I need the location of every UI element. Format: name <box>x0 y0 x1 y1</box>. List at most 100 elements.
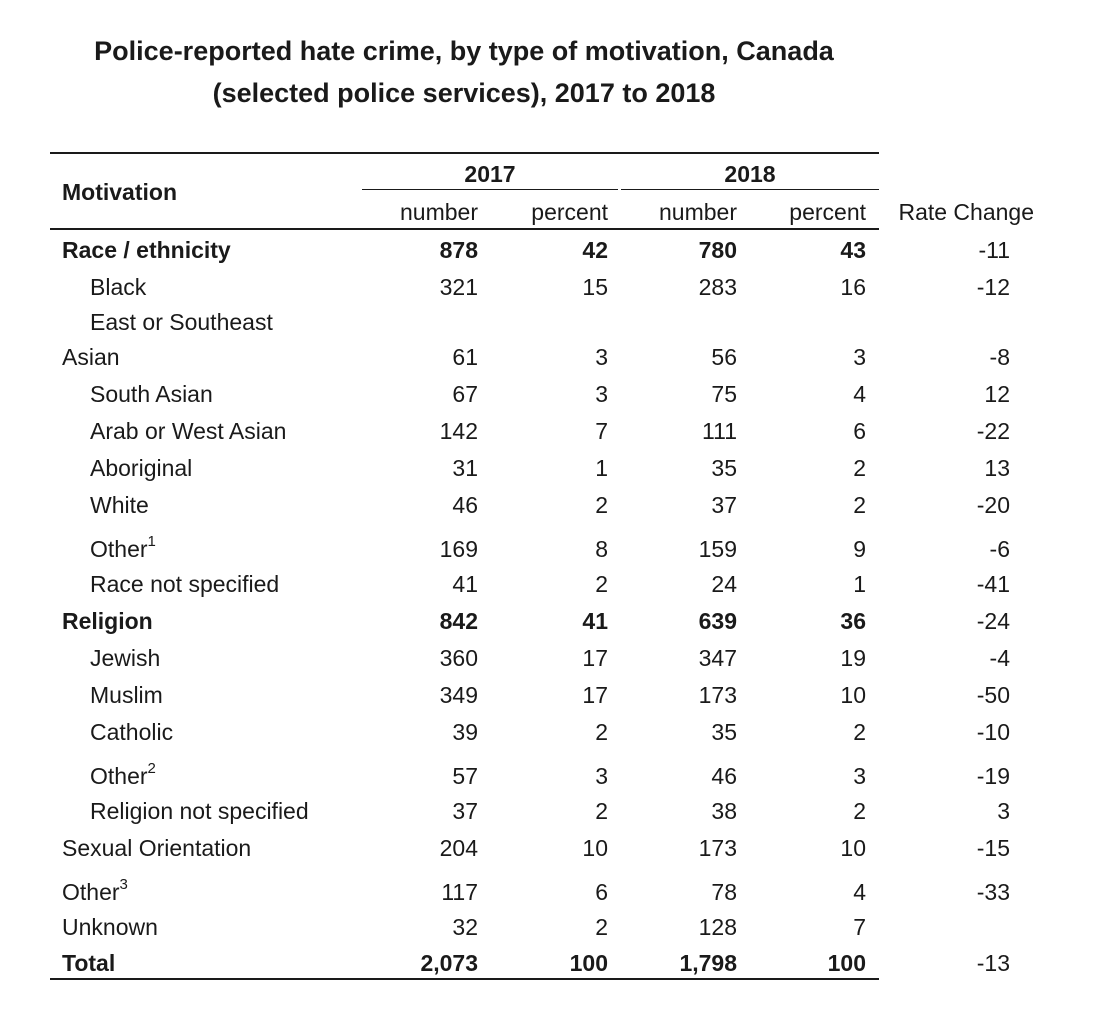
cell-percent-2018: 9 <box>853 536 866 562</box>
cell-number-2018: 128 <box>698 914 737 940</box>
cell-number-2017: 349 <box>439 682 478 708</box>
cell-rate-change: -15 <box>976 835 1010 861</box>
row-label: Race not specified <box>90 569 279 599</box>
cell-percent-2017: 2 <box>595 914 608 940</box>
row-label: White <box>90 490 149 520</box>
cell-rate-change: 12 <box>984 381 1010 407</box>
cell-percent-2017: 8 <box>595 536 608 562</box>
cell-number-2018: 173 <box>698 835 737 861</box>
row-label-text: Unknown <box>62 914 158 940</box>
cell-percent-2017: 3 <box>595 763 608 789</box>
row-label: Race / ethnicity <box>62 235 231 265</box>
cell-percent-2017: 2 <box>595 492 608 518</box>
cell-percent-2018: 3 <box>853 763 866 789</box>
row-label-text: White <box>90 492 149 518</box>
cell-rate-change: -50 <box>976 682 1010 708</box>
row-label-text: Jewish <box>90 645 161 671</box>
row-label-text: Sexual Orientation <box>62 835 252 861</box>
row-label: Other2 <box>90 761 156 791</box>
bottom-rule <box>50 978 879 980</box>
row-label: Sexual Orientation <box>62 833 251 863</box>
cell-number-2018: 46 <box>711 763 737 789</box>
cell-percent-2017: 3 <box>595 344 608 370</box>
cell-percent-2018: 4 <box>853 879 866 905</box>
top-rule <box>50 152 879 154</box>
cell-rate-change: -24 <box>976 608 1010 634</box>
cell-percent-2017: 6 <box>595 879 608 905</box>
cell-number-2017: 37 <box>452 798 478 824</box>
cell-rate-change: -13 <box>976 950 1010 976</box>
cell-rate-change: 13 <box>984 455 1010 481</box>
cell-percent-2018: 19 <box>840 645 866 671</box>
cell-rate-change: -10 <box>976 719 1010 745</box>
cell-number-2018: 780 <box>698 237 737 263</box>
row-label: Total <box>62 948 115 978</box>
cell-number-2017: 117 <box>441 879 478 905</box>
row-label: Asian <box>62 342 120 372</box>
cell-percent-2018: 1 <box>853 571 866 597</box>
cell-rate-change: -20 <box>976 492 1010 518</box>
cell-rate-change: 3 <box>997 798 1010 824</box>
cell-rate-change: -33 <box>976 879 1010 905</box>
cell-number-2018: 78 <box>711 879 737 905</box>
title-line-2: (selected police services), 2017 to 2018 <box>212 78 716 108</box>
header-year-2017: 2017 <box>464 161 516 187</box>
cell-number-2018: 56 <box>711 344 737 370</box>
cell-percent-2018: 6 <box>853 418 866 444</box>
row-label-text: Other <box>62 879 120 905</box>
cell-number-2017: 360 <box>439 645 478 671</box>
cell-percent-2017: 10 <box>582 835 608 861</box>
cell-percent-2017: 1 <box>595 455 608 481</box>
cell-percent-2018: 4 <box>853 381 866 407</box>
row-label: Jewish <box>90 643 160 673</box>
row-label: Religion not specified <box>90 796 309 826</box>
cell-number-2018: 35 <box>711 719 737 745</box>
row-label-text: Arab or West Asian <box>90 418 287 444</box>
cell-percent-2017: 17 <box>582 682 608 708</box>
row-label-text: South Asian <box>90 381 213 407</box>
year-2018-underline <box>621 189 879 190</box>
cell-rate-change: -12 <box>976 274 1010 300</box>
header-year-2018: 2018 <box>724 161 776 187</box>
cell-number-2018: 24 <box>711 571 737 597</box>
row-label: Catholic <box>90 717 173 747</box>
cell-number-2017: 39 <box>452 719 478 745</box>
cell-number-2017: 842 <box>439 608 478 634</box>
row-label-text: Asian <box>62 344 120 370</box>
row-label-text: Race / ethnicity <box>62 237 231 263</box>
footnote-marker: 2 <box>147 760 156 778</box>
row-label: Unknown <box>62 912 158 942</box>
row-label-text: Black <box>90 274 147 300</box>
cell-percent-2017: 2 <box>595 571 608 597</box>
cell-percent-2017: 2 <box>595 719 608 745</box>
header-rule <box>50 228 879 230</box>
cell-rate-change: -8 <box>989 344 1010 370</box>
title-line-1: Police-reported hate crime, by type of m… <box>94 36 834 66</box>
footnote-marker: 1 <box>147 533 156 551</box>
row-label: Arab or West Asian <box>90 416 286 446</box>
cell-percent-2017: 15 <box>582 274 608 300</box>
cell-percent-2018: 2 <box>853 798 866 824</box>
row-label: Muslim <box>90 680 163 710</box>
cell-percent-2018: 2 <box>853 719 866 745</box>
cell-number-2017: 32 <box>452 914 478 940</box>
row-label: South Asian <box>90 379 213 409</box>
row-label-text: Total <box>62 950 116 976</box>
cell-number-2017: 878 <box>439 237 478 263</box>
cell-percent-2018: 2 <box>853 492 866 518</box>
cell-percent-2018: 16 <box>840 274 866 300</box>
cell-number-2017: 67 <box>452 381 478 407</box>
cell-number-2018: 38 <box>711 798 737 824</box>
cell-number-2017: 61 <box>452 344 478 370</box>
header-percent-2017: percent <box>531 199 608 225</box>
cell-percent-2017: 3 <box>595 381 608 407</box>
cell-rate-change: -41 <box>976 571 1010 597</box>
cell-number-2017: 46 <box>452 492 478 518</box>
cell-percent-2018: 2 <box>853 455 866 481</box>
cell-number-2017: 204 <box>439 835 478 861</box>
row-label-text: Religion <box>62 608 153 634</box>
cell-rate-change: -19 <box>976 763 1010 789</box>
row-label-text: East or Southeast <box>90 309 273 335</box>
cell-number-2017: 57 <box>452 763 478 789</box>
cell-percent-2017: 7 <box>595 418 608 444</box>
